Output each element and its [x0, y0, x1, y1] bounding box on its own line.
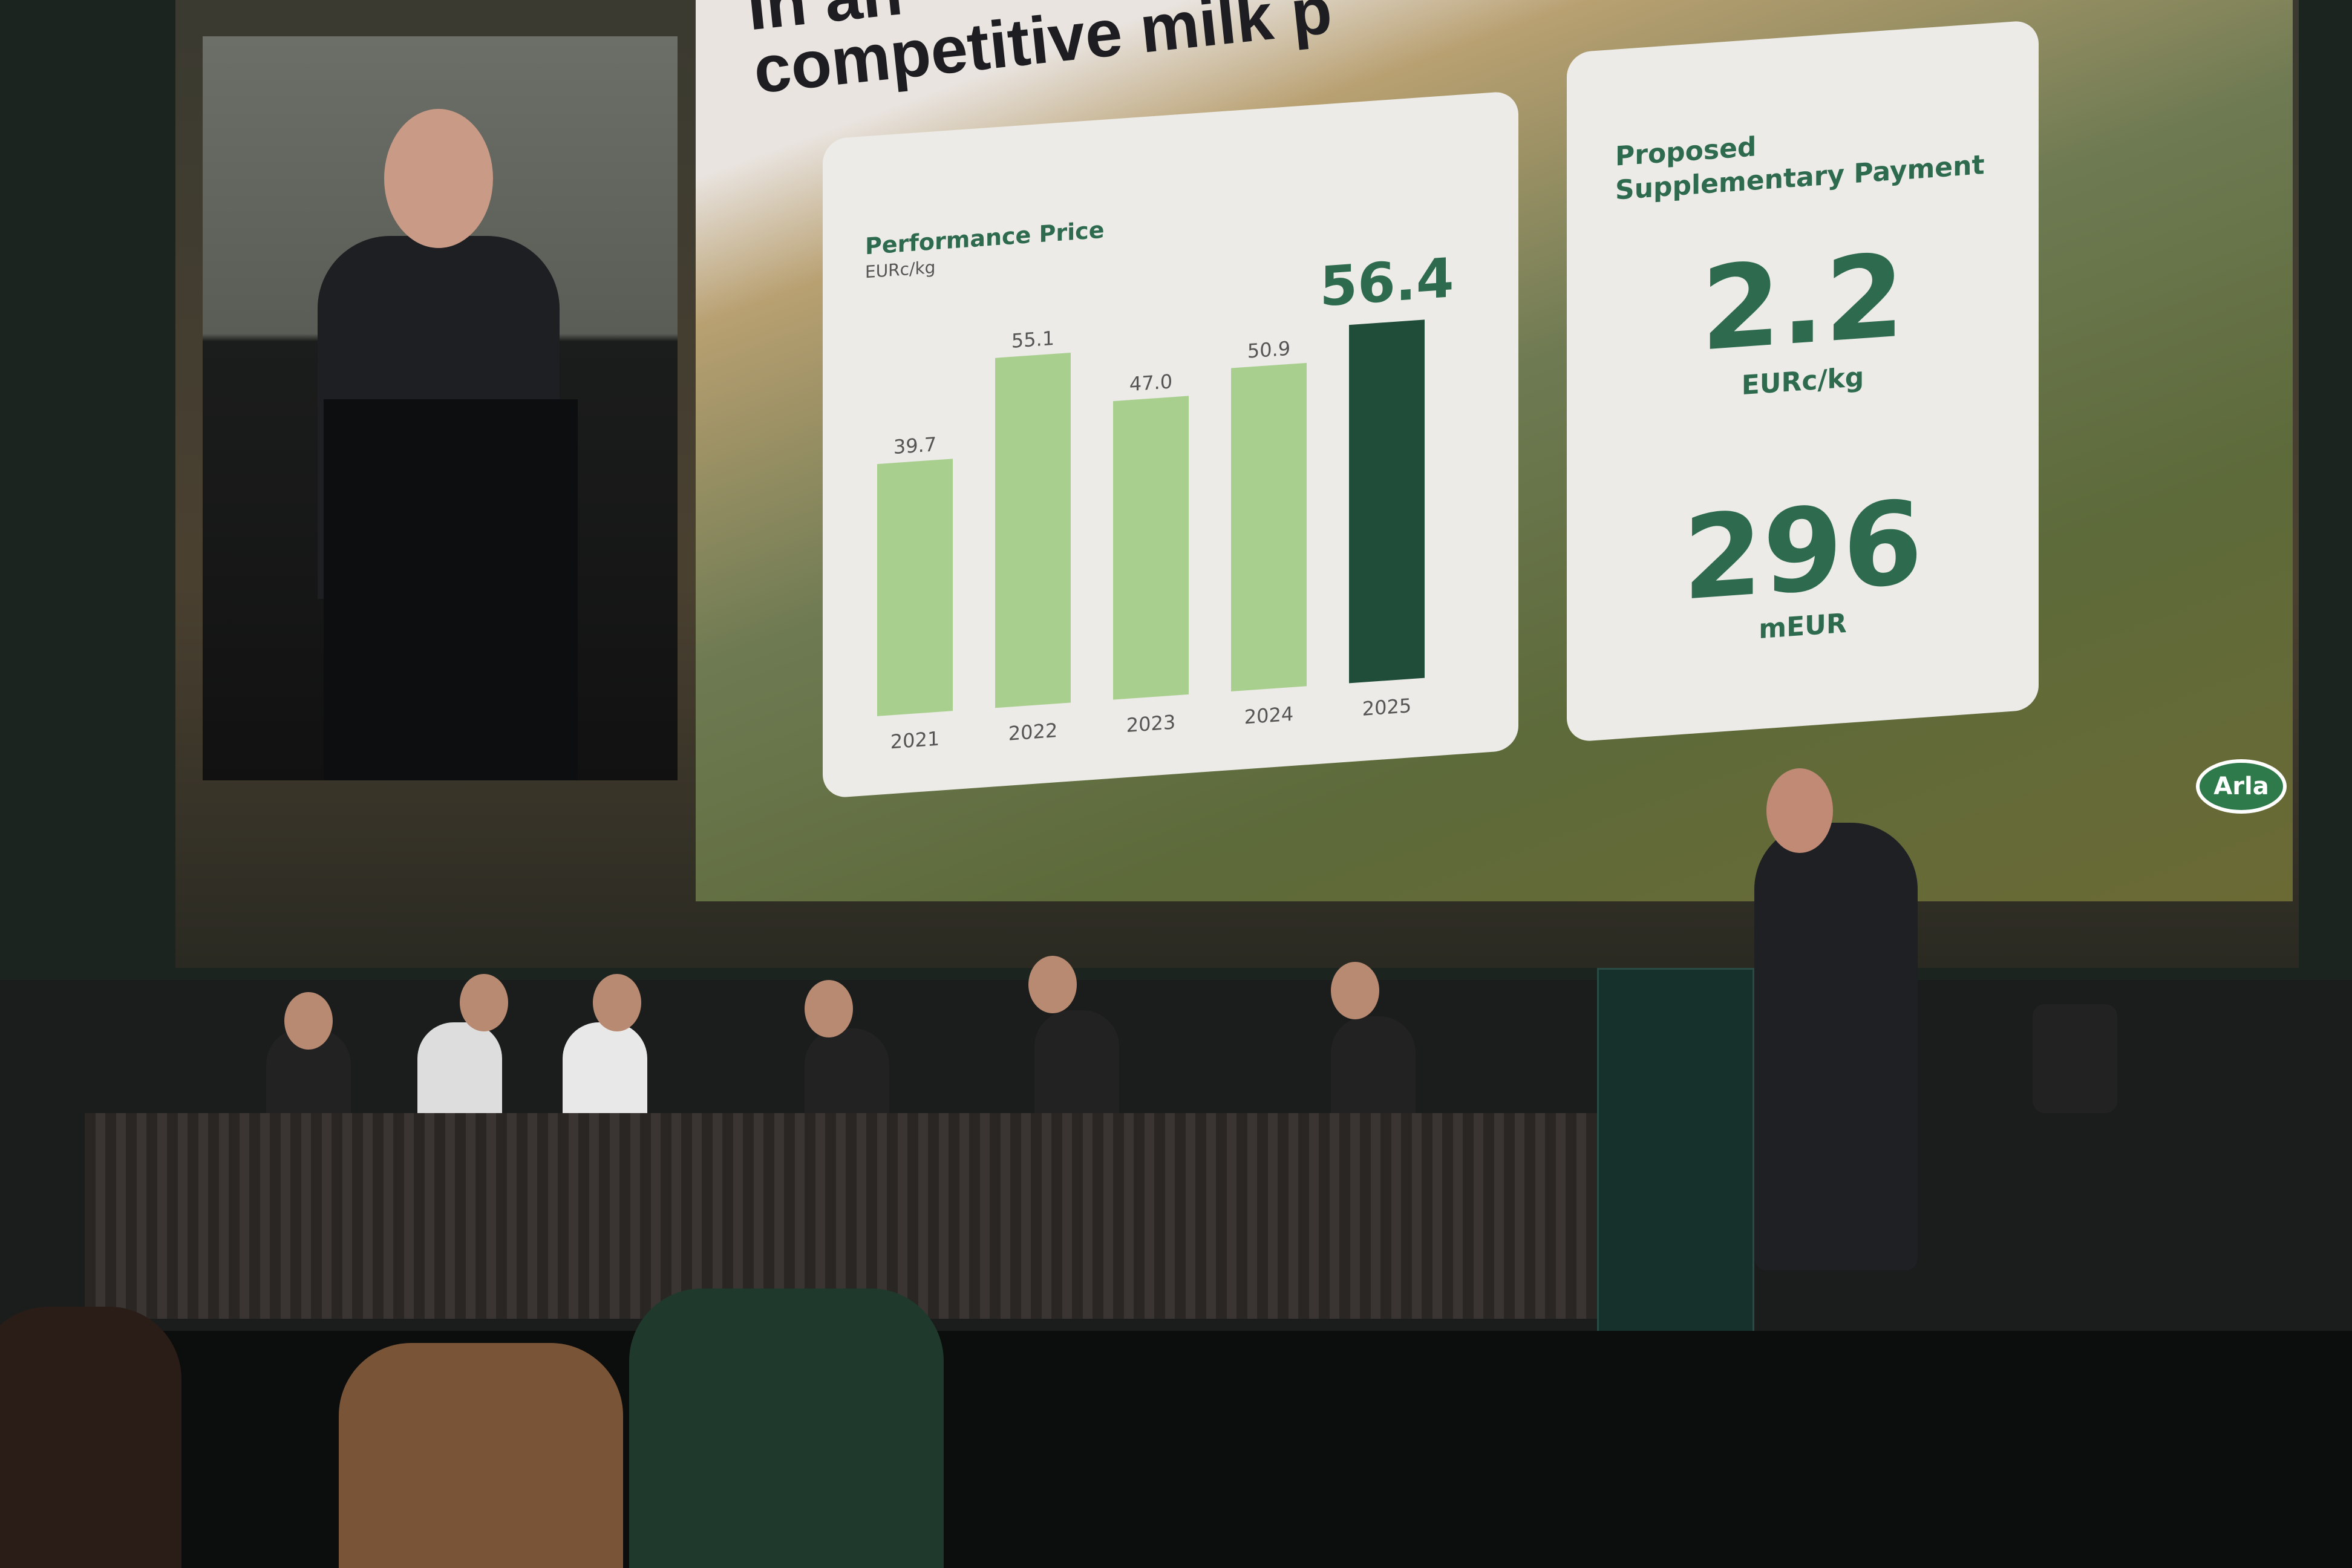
- bar-2024: [1231, 362, 1307, 692]
- presentation-slide: In an competitive milk p Performance Pri…: [696, 0, 2293, 901]
- speaker-head: [384, 109, 493, 248]
- panel-member: [1331, 1016, 1416, 1131]
- camera: [2033, 1004, 2117, 1113]
- panel-table: [85, 1113, 1615, 1319]
- panel-member-head: [284, 992, 333, 1050]
- performance-price-chart: 2021 39.7 2022 55.1 2023 47.0 2024 50.9 2025 56.4: [877, 246, 1454, 754]
- lectern: [1597, 968, 1754, 1343]
- x-tick-label: 2022: [1008, 719, 1057, 745]
- panel-member-head: [1331, 962, 1379, 1019]
- x-tick-label: 2023: [1126, 710, 1175, 737]
- panel-member-head: [1028, 956, 1077, 1013]
- arla-logo: Arla: [2196, 759, 2287, 814]
- audience-member: [339, 1343, 623, 1568]
- audience-member: [629, 1289, 944, 1568]
- audience-member: [0, 1307, 181, 1568]
- supplementary-payment-card: Proposed Supplementary Payment 2.2 EURc/…: [1567, 19, 2039, 743]
- value-label: 39.7: [893, 433, 936, 459]
- panel-member-head: [805, 980, 853, 1037]
- slide-title: In an competitive milk p: [743, 0, 1335, 108]
- bar-2025: [1349, 319, 1425, 684]
- x-tick-label: 2024: [1244, 702, 1293, 729]
- supplementary-title: Proposed Supplementary Payment: [1615, 131, 1985, 206]
- presenter: [1754, 823, 1918, 1270]
- bar-2023: [1113, 396, 1189, 700]
- value-label: 47.0: [1129, 370, 1172, 396]
- podium-in-video: [324, 399, 578, 780]
- speaker-video-feed: [203, 36, 678, 780]
- bar-2021: [877, 459, 953, 716]
- x-tick-label: 2025: [1362, 694, 1411, 720]
- performance-price-card: Performance Price EURc/kg 2021 39.7 2022 55…: [823, 90, 1518, 799]
- bar-2022: [995, 352, 1071, 708]
- x-tick-label: 2021: [890, 727, 939, 754]
- presenter-head: [1766, 768, 1833, 853]
- panel-member: [1034, 1010, 1119, 1125]
- value-label: 55.1: [1011, 327, 1054, 353]
- panel-member-head: [460, 974, 508, 1031]
- value-label: 50.9: [1247, 337, 1290, 363]
- panel-member-head: [593, 974, 641, 1031]
- value-label: 56.4: [1319, 246, 1454, 319]
- logo-text: Arla: [2213, 773, 2269, 800]
